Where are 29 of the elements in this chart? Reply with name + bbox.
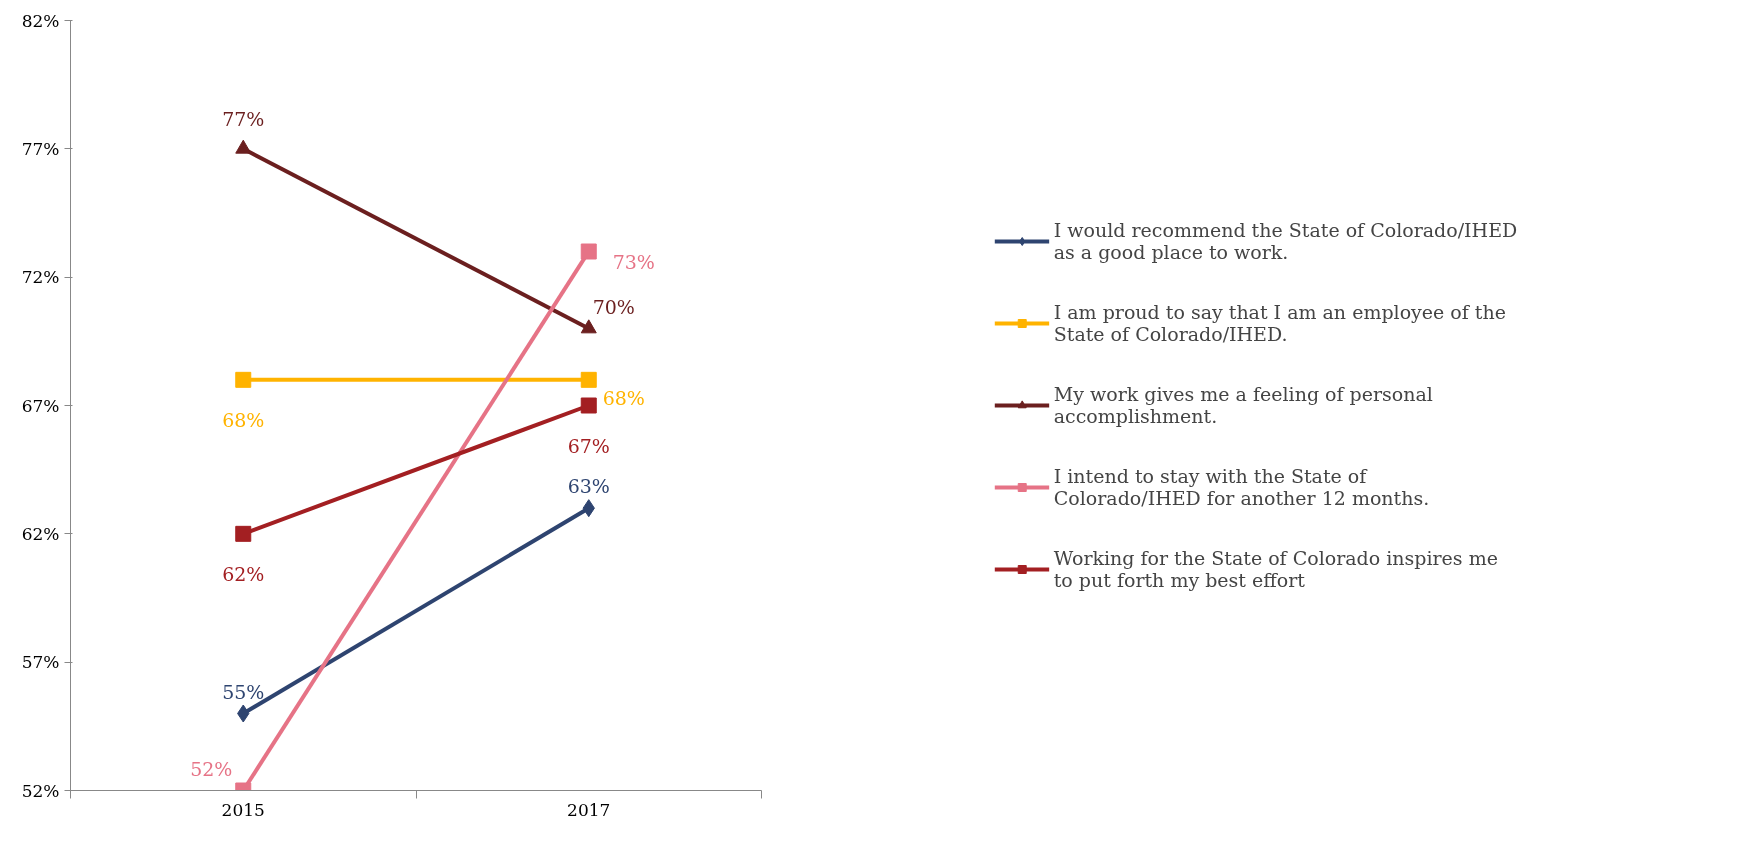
legend-label: My work gives me a feeling of personal accomplishment.: [1053, 383, 1433, 427]
data-label: 70%: [592, 295, 635, 318]
point: [580, 243, 597, 260]
point: [235, 525, 252, 542]
data-label: 63%: [567, 475, 610, 498]
data-label: 77%: [222, 107, 265, 130]
data-label: 52%: [190, 757, 233, 780]
point: [580, 371, 597, 388]
data-label: 62%: [222, 562, 265, 585]
data-label: 73%: [612, 250, 655, 273]
legend-label: I intend to stay with the State of Colorado/IHED for another 12 months.: [1053, 465, 1430, 509]
x-tick-label: 2017: [567, 799, 611, 820]
data-label: 55%: [222, 680, 265, 703]
y-tick-label: 82%: [21, 10, 60, 31]
y-tick-label: 67%: [21, 395, 60, 416]
legend-label: I am proud to say that I am an employee of the State of Colorado/IHED.: [1053, 301, 1506, 345]
data-label: 68%: [602, 386, 645, 409]
legend-label: Working for the State of Colorado inspires me to put forth my best effort: [1053, 547, 1498, 591]
y-tick-label: 62%: [21, 523, 60, 544]
legend-label: I would recommend the State of Colorado/IHED as a good place to work.: [1053, 219, 1518, 263]
point: [580, 397, 597, 414]
y-tick-label: 57%: [21, 652, 60, 673]
y-tick-label: 77%: [21, 138, 60, 159]
x-tick-label: 2015: [221, 799, 265, 820]
data-label: 67%: [567, 434, 610, 457]
data-label: 68%: [222, 408, 265, 431]
y-tick-label: 72%: [21, 267, 60, 288]
point: [235, 371, 252, 388]
y-tick-label: 52%: [21, 780, 60, 801]
